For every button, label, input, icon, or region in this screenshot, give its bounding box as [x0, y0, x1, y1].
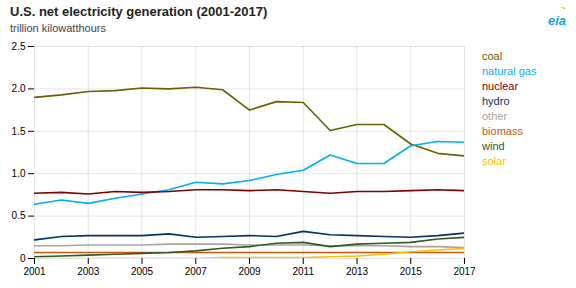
- html-text:wind: wind: [482, 140, 505, 152]
- html-text:natural gas: natural gas: [482, 65, 537, 77]
- html-text:nuclear: nuclear: [482, 80, 519, 92]
- svg-text:2015: 2015: [400, 266, 423, 277]
- svg-text:1.0: 1.0: [12, 168, 26, 179]
- svg-text:0.5: 0.5: [12, 210, 26, 221]
- html-text:hydro: hydro: [482, 95, 510, 107]
- html-text:biomass: biomass: [482, 125, 523, 137]
- svg-text:2017: 2017: [453, 266, 476, 277]
- html-text:trillion kilowatthours: trillion kilowatthours: [10, 22, 106, 34]
- svg-text:2013: 2013: [346, 266, 369, 277]
- html-text:eia: eia: [547, 13, 566, 28]
- svg-text:2009: 2009: [238, 266, 261, 277]
- html-text:other: other: [482, 110, 508, 122]
- svg-text:2011: 2011: [292, 266, 314, 277]
- svg-text:2001: 2001: [23, 266, 46, 277]
- svg-text:2.5: 2.5: [12, 41, 26, 52]
- svg-text:1.5: 1.5: [12, 126, 26, 137]
- svg-text:2007: 2007: [185, 266, 208, 277]
- svg-text:2003: 2003: [77, 266, 100, 277]
- html-text:coal: coal: [482, 50, 503, 62]
- html-text:U.S. net electricity generatio: U.S. net electricity generation (2001-20…: [10, 4, 268, 19]
- svg-text:0: 0: [20, 253, 26, 264]
- html-text:solar: solar: [482, 155, 506, 167]
- svg-text:2005: 2005: [131, 266, 154, 277]
- svg-text:2.0: 2.0: [12, 83, 26, 94]
